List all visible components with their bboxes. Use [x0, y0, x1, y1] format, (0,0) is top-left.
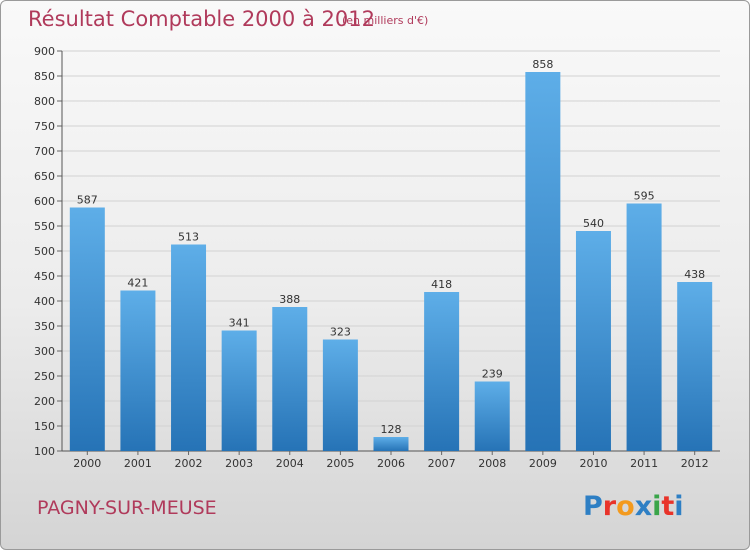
bar-2007 [424, 292, 460, 451]
data-label: 323 [330, 326, 351, 339]
bar-2005 [322, 339, 358, 451]
grid [62, 50, 720, 452]
bar-2008 [474, 381, 510, 451]
data-label: 858 [532, 58, 553, 71]
y-tick-label: 350 [34, 320, 55, 333]
axes [57, 50, 720, 455]
y-tick-label: 400 [34, 295, 55, 308]
data-label: 587 [77, 194, 98, 207]
y-tick-label: 550 [34, 220, 55, 233]
x-tick-label: 2004 [276, 457, 304, 470]
labels: 100 150 200 250 300 350 400 450 500 550 600 650 700 7… [34, 45, 709, 470]
bar-2009 [525, 72, 561, 451]
y-tick-label: 700 [34, 145, 55, 158]
y-tick-label: 750 [34, 120, 55, 133]
data-label: 128 [381, 423, 402, 436]
y-tick-label: 100 [34, 445, 55, 458]
x-tick-label: 2005 [326, 457, 354, 470]
x-tick-label: 2008 [478, 457, 506, 470]
x-tick-label: 2006 [377, 457, 405, 470]
y-tick-label: 300 [34, 345, 55, 358]
y-tick-label: 900 [34, 45, 55, 58]
logo-letter: x [634, 491, 653, 522]
y-tick-label: 200 [34, 395, 55, 408]
y-tick-label: 450 [34, 270, 55, 283]
y-tick-label: 250 [34, 370, 55, 383]
x-tick-label: 2009 [529, 457, 557, 470]
x-tick-label: 2003 [225, 457, 253, 470]
bar-2004 [272, 307, 308, 451]
bar-2012 [677, 282, 713, 451]
logo-letter: r [602, 491, 617, 522]
data-label: 239 [482, 368, 503, 381]
logo-letter: i [652, 491, 662, 522]
commune-name: PAGNY-SUR-MEUSE [37, 497, 217, 519]
bar-2002 [171, 244, 207, 451]
x-tick-label: 2011 [630, 457, 658, 470]
y-tick-label: 600 [34, 195, 55, 208]
bar-2003 [221, 330, 257, 451]
x-tick-label: 2001 [124, 457, 152, 470]
bar-2000 [69, 207, 105, 451]
x-tick-label: 2010 [579, 457, 607, 470]
data-label: 341 [229, 317, 250, 330]
x-tick-label: 2012 [681, 457, 709, 470]
bars [69, 72, 713, 451]
y-tick-label: 800 [34, 95, 55, 108]
proxiti-logo: Proxiti [583, 491, 684, 522]
chart-subtitle: (en milliers d'€) [342, 14, 429, 27]
logo-letter: i [674, 491, 684, 522]
y-tick-label: 150 [34, 420, 55, 433]
data-label: 421 [127, 277, 148, 290]
y-tick-label: 650 [34, 170, 55, 183]
data-label: 513 [178, 231, 199, 244]
bar-2010 [575, 231, 611, 451]
data-label: 595 [634, 190, 655, 203]
x-tick-label: 2002 [175, 457, 203, 470]
bar-2006 [373, 437, 409, 451]
x-tick-label: 2000 [73, 457, 101, 470]
x-tick-label: 2007 [428, 457, 456, 470]
data-label: 418 [431, 278, 452, 291]
data-label: 438 [684, 268, 705, 281]
logo-letter: o [616, 491, 635, 522]
bar-2001 [120, 290, 156, 451]
chart-title: Résultat Comptable 2000 à 2012 [28, 7, 375, 31]
y-tick-label: 850 [34, 70, 55, 83]
data-label: 540 [583, 217, 604, 230]
data-label: 388 [279, 293, 300, 306]
y-tick-label: 500 [34, 245, 55, 258]
bar-2011 [626, 203, 662, 451]
logo-letter: t [661, 491, 675, 522]
logo-letter: P [583, 491, 603, 522]
